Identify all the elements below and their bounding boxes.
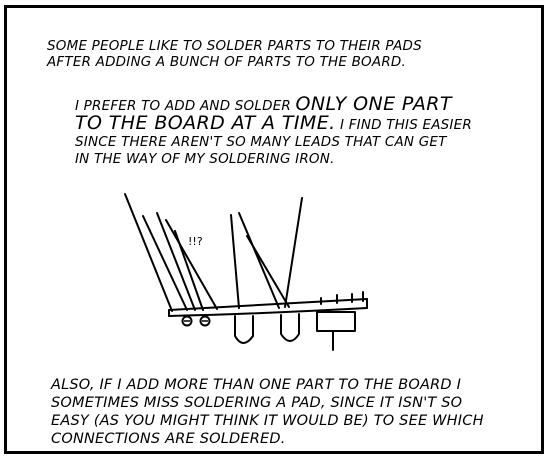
caption-top-line-1: Some people like to solder parts to thei… [47,38,422,54]
caption-middle-line-3: since there aren't so many leads that ca… [75,134,447,150]
caption-bottom-line-1: Also, if I add more than one part to the… [51,377,462,393]
board-bottom-edge [168,307,368,317]
caption-middle: I prefer to add and solder only one part… [75,93,472,168]
led-1 [234,315,254,344]
lead-7 [238,212,280,309]
lead-3 [156,212,196,311]
caption-bottom-line-2: sometimes miss soldering a pad, since it… [51,395,463,411]
caption-middle-text-small-2: I find this easier [335,117,472,133]
board-top-edge [168,298,368,311]
circuit-board-drawing: !!? [124,193,368,351]
caption-top-line-2: after adding a bunch of parts to the boa… [47,54,406,70]
caption-middle-emphasis: only one part [295,93,452,115]
caption-bottom-line-4: connections are soldered. [51,431,286,447]
lead-5 [174,230,204,311]
lead-2 [142,215,188,311]
comic-panel: Some people like to solder parts to thei… [4,5,544,454]
caption-middle-line-1: I prefer to add and solder only one part [75,93,472,115]
lead-9 [284,197,303,308]
caption-middle-line-4: in the way of my soldering iron. [75,151,335,167]
caption-bottom-line-3: easy (as you might think it would be) to… [51,413,484,429]
caption-middle-text-small: I prefer to add and solder [75,98,296,114]
lead-8 [246,235,290,308]
lead-1 [124,193,173,312]
caption-top: Some people like to solder parts to thei… [47,38,422,70]
caption-middle-emphasis-2: to the board at a time. [75,112,336,134]
connector-box [316,311,356,332]
lead-6 [230,214,240,309]
lead-4 [165,219,218,310]
caption-middle-line-2: to the board at a time. I find this easi… [75,112,472,134]
caption-bottom: Also, if I add more than one part to the… [51,376,484,448]
exclamation-mark-text: !!? [188,235,203,248]
led-2 [280,313,300,342]
